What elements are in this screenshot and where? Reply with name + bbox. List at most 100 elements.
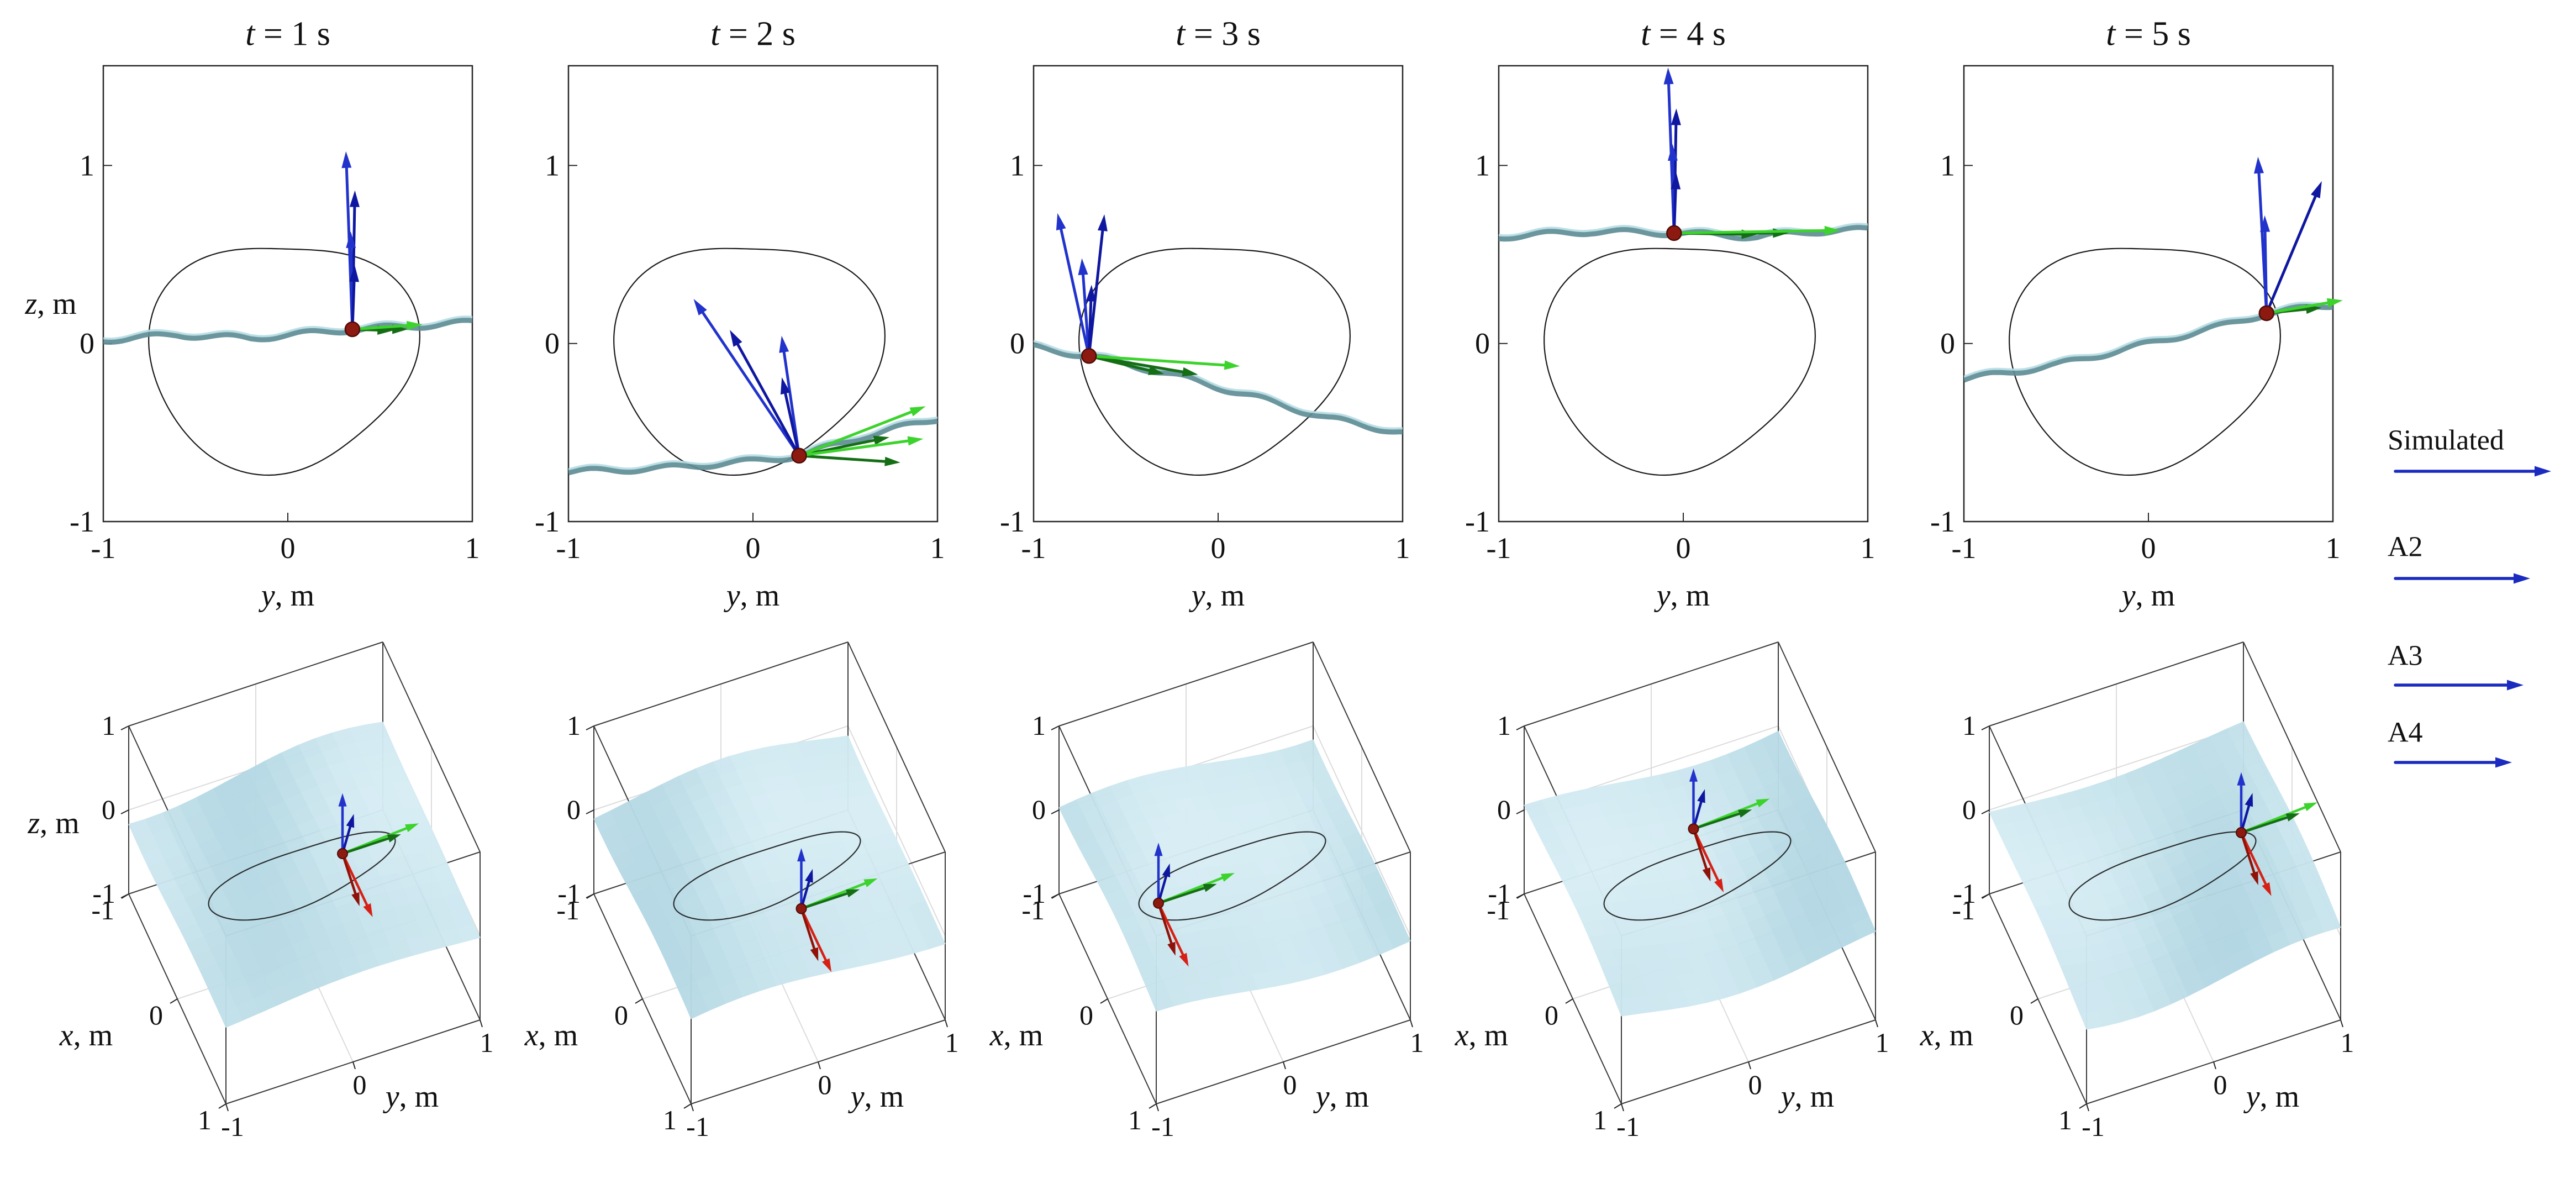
- y-tick-label: 1: [545, 149, 560, 182]
- y-axis-arrow: [1157, 883, 1217, 904]
- tangent-arrow: [351, 320, 423, 331]
- x-tick-label: -1: [1021, 894, 1045, 925]
- axis-variable: y: [261, 578, 275, 613]
- normal-arrow: [1086, 285, 1096, 357]
- axis-variable: y: [1656, 578, 1671, 613]
- bottom-yaxis-label-1: y, m: [386, 1079, 439, 1114]
- y-tick-label: 0: [80, 327, 94, 360]
- x-tick-label: -1: [1952, 532, 1977, 565]
- water-surface-3d: [1058, 739, 1411, 1012]
- buoy-marker: [344, 321, 361, 338]
- bottom-yaxis-label-2: y, m: [851, 1079, 904, 1114]
- z-axis-arrow: [1689, 768, 1698, 830]
- axis-variable: y: [726, 578, 740, 613]
- tangent-arrows: [798, 406, 926, 466]
- water-surface-slice: [1964, 302, 2333, 383]
- title-variable: t: [245, 15, 255, 53]
- axis-variable: y: [385, 1080, 399, 1114]
- top-panel-5: -1 0 1 -1 0 1: [1930, 65, 2343, 565]
- frame-arrows: [1154, 843, 1235, 967]
- bottom-xaxis-label-3: x, m: [990, 1018, 1043, 1053]
- axes-box: [102, 65, 473, 523]
- tangent-arrows: [1087, 354, 1240, 377]
- bottom-yaxis-label-5: y, m: [2246, 1079, 2299, 1114]
- z-tick-label: -1: [557, 878, 581, 909]
- axis-unit: , m: [1468, 1018, 1509, 1053]
- axis-variable: z: [25, 287, 38, 321]
- bottom-xaxis-label-5: x, m: [1920, 1018, 1973, 1053]
- legend-label-simulated: Simulated: [2388, 424, 2504, 456]
- axis-unit: , m: [40, 806, 80, 840]
- trajectory-curve: [148, 248, 421, 476]
- x-axis-arrow: [1692, 827, 1724, 892]
- water-surface-3d: [1989, 721, 2341, 1030]
- x-tick-label: -1: [556, 894, 580, 925]
- y-tick-label: 1: [1876, 1027, 1889, 1058]
- normal-arrow: [2260, 215, 2271, 315]
- y-tick-label: 1: [1410, 1027, 1424, 1058]
- frame-arrows: [338, 793, 419, 917]
- axes-box: [1963, 65, 2334, 523]
- z-tick-label: 1: [102, 710, 115, 741]
- normal-arrow: [730, 330, 800, 457]
- axis-variable: y: [2246, 1080, 2260, 1114]
- y-tick-label: -1: [1465, 505, 1490, 538]
- tick-labels: -1 0 1 -1 0 1: [1930, 149, 2340, 565]
- x-axis-arrow: [1692, 827, 1711, 882]
- x-tick-label: 1: [465, 532, 480, 565]
- axis-variable: y: [2121, 578, 2136, 613]
- normal-arrow: [693, 298, 800, 457]
- trajectory-curve-3d: [2068, 831, 2257, 921]
- axis-variable: x: [1920, 1018, 1934, 1053]
- axes-box: [567, 65, 939, 523]
- top-xaxis-label-1: y, m: [261, 578, 314, 613]
- legend-arrow-a3: [2394, 680, 2524, 691]
- z-axis-arrow: [797, 848, 805, 910]
- trajectory-curve-3d: [1603, 831, 1792, 921]
- top-panel-3: -1 0 1 -1 0 1: [1000, 65, 1410, 565]
- y-tick-label: -1: [1000, 505, 1025, 538]
- trajectory-curve-3d: [1138, 831, 1326, 921]
- buoy-marker: [791, 448, 807, 464]
- buoy-marker-3d: [337, 848, 348, 860]
- tangent-arrow: [798, 436, 924, 457]
- x-tick-label: 0: [2141, 532, 2156, 565]
- tangent-arrow: [1087, 354, 1240, 370]
- axis-variable: y: [1315, 1080, 1330, 1114]
- x-tick-label: -1: [91, 532, 116, 565]
- axis-unit: , m: [2135, 578, 2175, 613]
- axis-unit: , m: [1794, 1080, 1835, 1114]
- panel-title-5: t = 5 s: [2106, 15, 2191, 54]
- x-tick-label: -1: [556, 532, 581, 565]
- x-tick-label: 1: [2326, 532, 2341, 565]
- axis-unit: , m: [864, 1080, 904, 1114]
- x-tick-label: 1: [198, 1104, 212, 1135]
- x-axis-arrow: [341, 852, 360, 907]
- y-tick-label: 1: [945, 1027, 959, 1058]
- legend-arrow-a2: [2394, 573, 2530, 584]
- y-tick-label: -1: [2082, 1111, 2105, 1142]
- z-tick-label: 1: [1497, 710, 1511, 741]
- axis-variable: x: [524, 1018, 539, 1053]
- buoy-marker: [2258, 305, 2275, 322]
- tick-labels: -1 0 1 -1 0 1: [70, 149, 480, 565]
- y-axis-arrow: [2240, 813, 2300, 834]
- top-xaxis-label-2: y, m: [726, 578, 779, 613]
- axis-variable: x: [1455, 1018, 1469, 1053]
- y-tick-label: -1: [1151, 1111, 1174, 1142]
- panel-title-2: t = 2 s: [710, 15, 796, 54]
- y-tick-label: 1: [1940, 149, 1955, 182]
- axis-unit: , m: [1205, 578, 1245, 613]
- y-tick-label: 0: [2214, 1069, 2227, 1100]
- axis-unit: , m: [73, 1018, 113, 1053]
- z-tick-label: 0: [567, 794, 581, 825]
- y-tick-label: 0: [1010, 327, 1025, 360]
- tangent-arrow: [798, 406, 926, 457]
- legend-arrows: [2394, 466, 2551, 768]
